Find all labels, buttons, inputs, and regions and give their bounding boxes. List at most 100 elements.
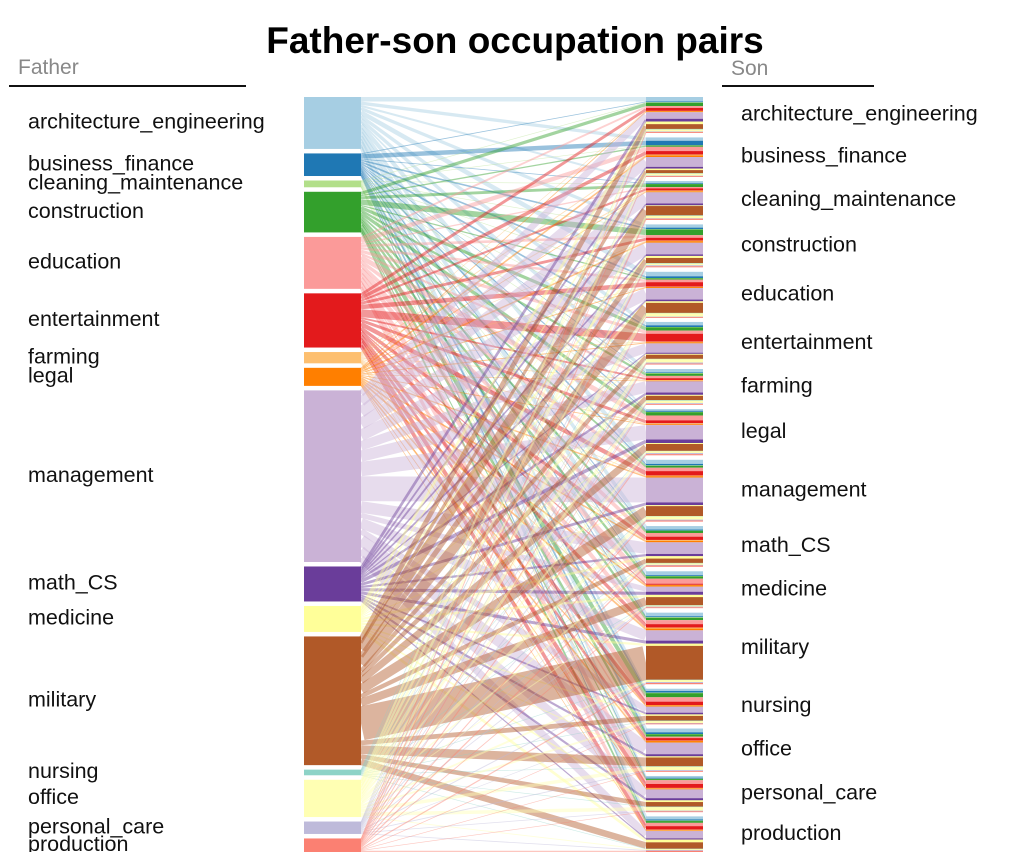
son-node-construction-segment[interactable] xyxy=(646,237,703,241)
son-node-construction-segment[interactable] xyxy=(646,266,703,268)
son-node-personal_care-segment[interactable] xyxy=(646,788,703,790)
son-node-management-segment[interactable] xyxy=(646,519,703,521)
son-node-nursing-segment[interactable] xyxy=(646,721,703,724)
son-node-education-segment[interactable] xyxy=(646,276,703,279)
son-node-math_CS-segment[interactable] xyxy=(646,563,703,565)
son-node-business_finance-segment[interactable] xyxy=(646,157,703,167)
son-node-medicine-segment[interactable] xyxy=(646,576,703,579)
son-node-military-segment[interactable] xyxy=(646,617,703,621)
son-node-education-segment[interactable] xyxy=(646,316,703,318)
son-node-production-segment[interactable] xyxy=(646,830,703,832)
son-node-management-segment[interactable] xyxy=(646,516,703,520)
son-node-production-segment[interactable] xyxy=(646,831,703,839)
son-node-personal_care-segment[interactable] xyxy=(646,789,703,799)
son-node-office-segment[interactable] xyxy=(646,741,703,743)
son-node-production-segment[interactable] xyxy=(646,838,703,840)
son-node-office-segment[interactable] xyxy=(646,771,703,772)
son-node-office-segment[interactable] xyxy=(646,734,703,737)
son-node-architecture_engineering-segment[interactable] xyxy=(646,112,703,119)
son-node-entertainment-segment[interactable] xyxy=(646,353,703,355)
son-node-entertainment-segment[interactable] xyxy=(646,362,703,364)
son-node-entertainment-segment[interactable] xyxy=(646,327,703,331)
son-node-medicine-segment[interactable] xyxy=(646,575,703,577)
son-node-military-segment[interactable] xyxy=(646,630,703,641)
son-node-legal-segment[interactable] xyxy=(646,415,703,421)
son-node-entertainment-segment[interactable] xyxy=(646,342,703,344)
son-node-personal_care-segment[interactable] xyxy=(646,778,703,780)
son-node-construction-segment[interactable] xyxy=(646,240,703,242)
son-node-office-segment[interactable] xyxy=(646,738,703,741)
son-node-construction-segment[interactable] xyxy=(646,235,703,238)
son-node-math_CS-segment[interactable] xyxy=(646,532,703,537)
son-node-education-segment[interactable] xyxy=(646,288,703,300)
son-node-nursing-segment[interactable] xyxy=(646,690,703,693)
son-node-personal_care-segment[interactable] xyxy=(646,806,703,808)
son-node-production-segment[interactable] xyxy=(646,849,703,851)
son-node-construction-segment[interactable] xyxy=(646,263,703,266)
son-node-architecture_engineering-segment[interactable] xyxy=(646,121,703,125)
son-node-cleaning_maintenance-segment[interactable] xyxy=(646,215,703,217)
son-node-business_finance-segment[interactable] xyxy=(646,168,703,171)
son-node-farming-segment[interactable] xyxy=(646,400,703,404)
son-node-construction-segment[interactable] xyxy=(646,242,703,255)
son-node-education-segment[interactable] xyxy=(646,279,703,283)
son-node-office-segment[interactable] xyxy=(646,728,703,733)
son-node-business_finance-segment[interactable] xyxy=(646,140,703,146)
son-node-farming-segment[interactable] xyxy=(646,372,703,374)
son-node-nursing-segment[interactable] xyxy=(646,701,703,706)
son-node-business_finance-segment[interactable] xyxy=(646,145,703,147)
son-node-construction-segment[interactable] xyxy=(646,257,703,264)
son-node-nursing-segment[interactable] xyxy=(646,705,703,707)
father-node-architecture_engineering[interactable] xyxy=(304,97,361,149)
son-node-nursing-segment[interactable] xyxy=(646,712,703,715)
son-node-legal-segment[interactable] xyxy=(646,410,703,412)
son-node-education-segment[interactable] xyxy=(646,278,703,280)
son-node-office-segment[interactable] xyxy=(646,740,703,742)
father-node-entertainment[interactable] xyxy=(304,293,361,348)
son-node-management-segment[interactable] xyxy=(646,465,703,467)
son-node-personal_care-segment[interactable] xyxy=(646,787,703,789)
son-node-personal_care-segment[interactable] xyxy=(646,783,703,788)
son-node-military-segment[interactable] xyxy=(646,628,703,631)
son-node-math_CS-segment[interactable] xyxy=(646,553,703,557)
son-node-business_finance-segment[interactable] xyxy=(646,166,703,169)
son-node-farming-segment[interactable] xyxy=(646,380,703,382)
son-node-education-segment[interactable] xyxy=(646,301,703,303)
son-node-construction-segment[interactable] xyxy=(646,263,703,264)
son-node-office-segment[interactable] xyxy=(646,742,703,755)
son-node-management-segment[interactable] xyxy=(646,459,703,464)
son-node-production-segment[interactable] xyxy=(646,826,703,830)
son-node-education-segment[interactable] xyxy=(646,271,703,277)
father-node-nursing[interactable] xyxy=(304,769,361,776)
son-node-cleaning_maintenance-segment[interactable] xyxy=(646,181,703,184)
son-node-education-segment[interactable] xyxy=(646,317,703,318)
son-node-architecture_engineering-segment[interactable] xyxy=(646,106,703,108)
son-node-business_finance-segment[interactable] xyxy=(646,151,703,155)
father-node-personal_care[interactable] xyxy=(304,821,361,834)
son-node-production-segment[interactable] xyxy=(646,850,703,851)
son-node-entertainment-segment[interactable] xyxy=(646,343,703,353)
son-node-construction-segment[interactable] xyxy=(646,224,703,228)
son-node-farming-segment[interactable] xyxy=(646,373,703,374)
son-node-business_finance-segment[interactable] xyxy=(646,137,703,141)
son-node-cleaning_maintenance-segment[interactable] xyxy=(646,192,703,204)
father-node-farming[interactable] xyxy=(304,352,361,364)
son-node-management-segment[interactable] xyxy=(646,463,703,466)
son-node-production-segment[interactable] xyxy=(646,842,703,849)
son-node-architecture_engineering-segment[interactable] xyxy=(646,101,703,103)
son-node-business_finance-segment[interactable] xyxy=(646,176,703,177)
son-node-math_CS-segment[interactable] xyxy=(646,530,703,533)
son-node-office-segment[interactable] xyxy=(646,770,703,772)
son-node-medicine-segment[interactable] xyxy=(646,597,703,606)
son-node-farming-segment[interactable] xyxy=(646,394,703,396)
son-node-math_CS-segment[interactable] xyxy=(646,564,703,566)
son-node-nursing-segment[interactable] xyxy=(646,688,703,691)
son-node-business_finance-segment[interactable] xyxy=(646,175,703,177)
son-node-legal-segment[interactable] xyxy=(646,412,703,416)
son-node-management-segment[interactable] xyxy=(646,502,703,506)
son-node-cleaning_maintenance-segment[interactable] xyxy=(646,218,703,220)
son-node-production-segment[interactable] xyxy=(646,839,703,843)
son-node-personal_care-segment[interactable] xyxy=(646,810,703,812)
son-node-cleaning_maintenance-segment[interactable] xyxy=(646,191,703,193)
son-node-entertainment-segment[interactable] xyxy=(646,354,703,359)
